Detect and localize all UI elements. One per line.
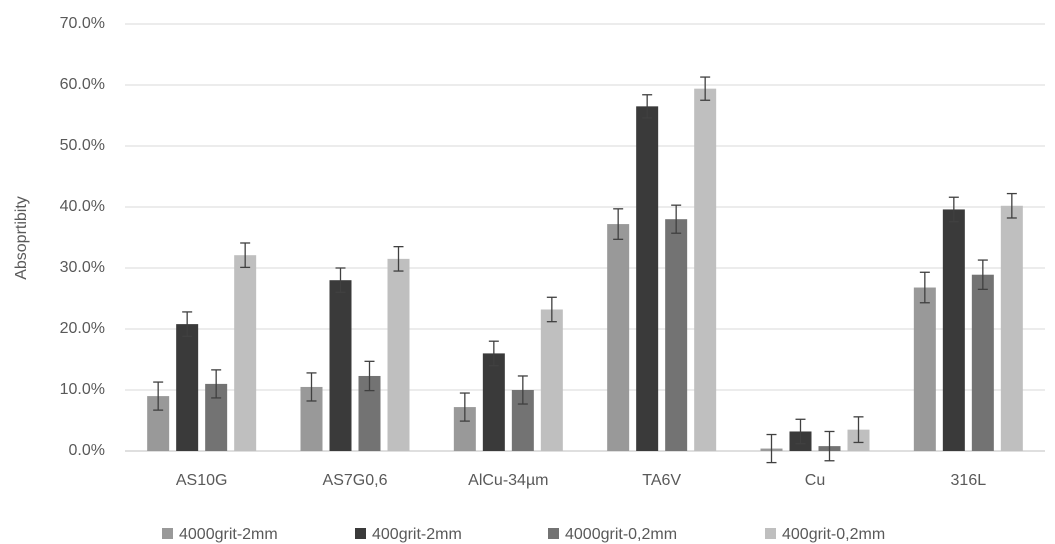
legend-label: 400grit-0,2mm (782, 526, 885, 543)
y-tick-label: 40.0% (60, 198, 105, 215)
bar (205, 383, 228, 451)
bar (636, 106, 659, 451)
bar (971, 274, 994, 451)
y-tick-label: 20.0% (60, 320, 105, 337)
y-tick-label: 30.0% (60, 259, 105, 276)
bar (329, 280, 352, 451)
bar (453, 407, 476, 451)
y-tick-label: 0.0% (69, 442, 105, 459)
bar (511, 390, 534, 451)
legend-swatch (765, 528, 776, 539)
bar (665, 219, 688, 451)
bar (694, 88, 717, 451)
y-tick-label: 50.0% (60, 137, 105, 154)
legend-swatch (162, 528, 173, 539)
legend-label: 4000grit-2mm (179, 526, 278, 543)
bar (540, 309, 563, 451)
x-tick-label: TA6V (642, 472, 681, 489)
x-tick-label: AlCu-34µm (468, 472, 548, 489)
y-axis-label: Absoprtibity (13, 196, 30, 280)
legend-swatch (548, 528, 559, 539)
y-tick-label: 60.0% (60, 76, 105, 93)
legend-label: 4000grit-0,2mm (565, 526, 677, 543)
y-tick-label: 70.0% (60, 15, 105, 32)
x-tick-label: AS7G0,6 (323, 472, 388, 489)
x-tick-label: AS10G (176, 472, 228, 489)
bar (482, 353, 505, 451)
y-tick-label: 10.0% (60, 381, 105, 398)
legend-swatch (355, 528, 366, 539)
bar (607, 224, 630, 451)
x-tick-label: Cu (805, 472, 825, 489)
bar (913, 287, 936, 451)
x-tick-label: 316L (951, 472, 987, 489)
legend-label: 400grit-2mm (372, 526, 462, 543)
bar (1000, 205, 1023, 451)
bar (234, 255, 257, 451)
bar (387, 258, 410, 451)
bar (147, 396, 170, 451)
bar (358, 375, 381, 451)
bar (942, 209, 965, 451)
bar (300, 386, 323, 451)
bar (176, 324, 199, 451)
